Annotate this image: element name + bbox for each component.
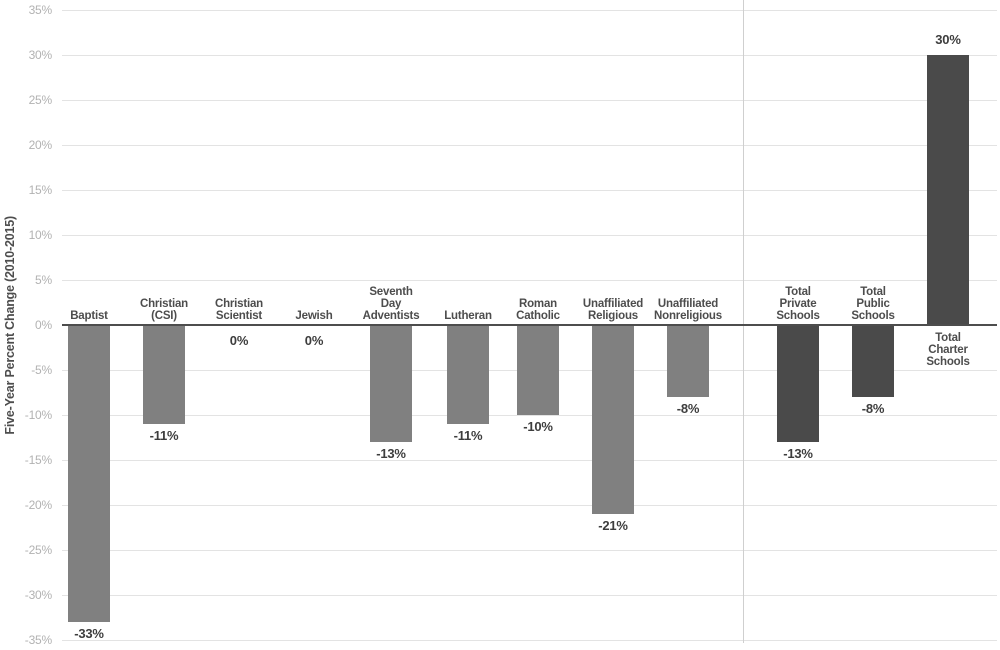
gridline	[62, 505, 997, 506]
bar	[777, 325, 819, 442]
category-label-line: Unaffiliated	[582, 298, 644, 310]
value-label: -11%	[453, 428, 483, 443]
category-label-line: Unaffiliated	[657, 298, 719, 310]
zero-axis-line	[62, 324, 997, 326]
y-tick-label: 30%	[28, 48, 53, 62]
value-label: -10%	[523, 419, 553, 434]
value-label: -21%	[598, 518, 628, 533]
category-label-line: Schools	[926, 356, 970, 368]
gridline	[62, 595, 997, 596]
y-tick-label: 0%	[35, 318, 52, 332]
gridline	[62, 145, 997, 146]
y-tick-label: -5%	[31, 363, 52, 377]
bar	[592, 325, 634, 514]
category-label-line: Total	[935, 332, 961, 344]
category-label: Baptist	[41, 310, 137, 322]
category-label-line: Nonreligious	[654, 310, 722, 322]
gridline	[62, 55, 997, 56]
gridline	[62, 10, 997, 11]
category-label: Total Charter Schools	[900, 332, 996, 368]
value-label: -13%	[783, 446, 813, 461]
value-label: 30%	[935, 32, 961, 47]
category-label-line: Total	[860, 286, 886, 298]
bar	[852, 325, 894, 397]
gridline	[62, 550, 997, 551]
y-tick-label: 20%	[28, 138, 53, 152]
y-tick-label: -25%	[24, 543, 52, 557]
value-label: 0%	[229, 333, 249, 348]
value-label: -8%	[861, 401, 885, 416]
category-label-line: Christian	[139, 298, 189, 310]
y-tick-label: -10%	[24, 408, 52, 422]
category-label-line: Schools	[776, 310, 820, 322]
y-tick-label: 5%	[35, 273, 52, 287]
y-tick-label: 10%	[28, 228, 53, 242]
category-label: Seventh Day Adventists	[343, 286, 439, 322]
gridline	[62, 280, 997, 281]
category-label: Lutheran	[420, 310, 516, 322]
category-label: Unaffiliated Nonreligious	[640, 298, 736, 322]
y-tick-label: -35%	[24, 633, 52, 647]
bar	[667, 325, 709, 397]
category-label-line: Religious	[588, 310, 638, 322]
y-tick-label: -15%	[24, 453, 52, 467]
y-tick-label: 15%	[28, 183, 53, 197]
gridline	[62, 100, 997, 101]
category-label-line: Private	[779, 298, 817, 310]
category-label-line: Scientist	[215, 310, 263, 322]
bar	[68, 325, 110, 622]
bar	[447, 325, 489, 424]
y-tick-label: -30%	[24, 588, 52, 602]
category-label-line: Roman	[519, 298, 557, 310]
bar	[517, 325, 559, 415]
category-label: Christian (CSI)	[116, 298, 212, 322]
category-label-line: Public	[856, 298, 890, 310]
bar	[370, 325, 412, 442]
category-label-line: Lutheran	[444, 310, 492, 322]
category-label-line: Catholic	[516, 310, 560, 322]
category-label-line: Total	[785, 286, 811, 298]
value-label: -8%	[676, 401, 700, 416]
category-label-line: Charter	[928, 344, 968, 356]
category-label: Total Public Schools	[825, 286, 921, 322]
category-label-line: Christian	[214, 298, 264, 310]
gridline	[62, 460, 997, 461]
category-label: Unaffiliated Religious	[565, 298, 661, 322]
category-label-line: Jewish	[295, 310, 333, 322]
gridline	[62, 415, 997, 416]
group-separator-line	[743, 0, 744, 643]
value-label: -11%	[149, 428, 179, 443]
category-label: Jewish	[266, 310, 362, 322]
y-tick-label: -20%	[24, 498, 52, 512]
y-tick-label: 25%	[28, 93, 53, 107]
value-label: 0%	[304, 333, 324, 348]
category-label-line: Schools	[851, 310, 895, 322]
category-label-line: Day	[380, 298, 402, 310]
bar	[927, 55, 969, 325]
category-label: Total Private Schools	[750, 286, 846, 322]
value-label: -13%	[376, 446, 406, 461]
category-label-line: (CSI)	[151, 310, 177, 322]
gridline	[62, 190, 997, 191]
bar	[143, 325, 185, 424]
value-label: -33%	[74, 626, 104, 641]
category-label: Roman Catholic	[490, 298, 586, 322]
gridline	[62, 235, 997, 236]
gridline	[62, 640, 997, 641]
y-tick-label: 35%	[28, 3, 53, 17]
category-label-line: Adventists	[362, 310, 420, 322]
category-label: Christian Scientist	[191, 298, 287, 322]
category-label-line: Baptist	[70, 310, 108, 322]
category-label-line: Seventh	[369, 286, 413, 298]
